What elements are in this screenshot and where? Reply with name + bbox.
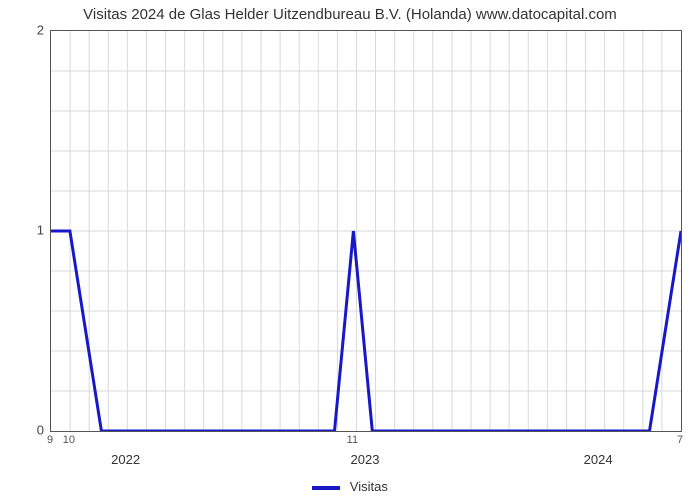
y-tick-2: 2 <box>4 23 44 38</box>
legend: Visitas <box>0 479 700 494</box>
x-year-1: 2023 <box>351 452 380 467</box>
y-tick-0: 0 <box>4 423 44 438</box>
plot-area <box>50 30 682 432</box>
x-edge-1: 10 <box>63 434 75 446</box>
x-year-2: 2024 <box>584 452 613 467</box>
legend-swatch <box>312 486 340 490</box>
series-line-visitas <box>51 231 681 431</box>
x-edge-0: 9 <box>47 434 53 446</box>
x-edge-3: 7 <box>677 434 683 446</box>
x-year-0: 2022 <box>111 452 140 467</box>
chart-title: Visitas 2024 de Glas Helder Uitzendburea… <box>0 6 700 23</box>
visitas-chart: Visitas 2024 de Glas Helder Uitzendburea… <box>0 0 700 500</box>
legend-label: Visitas <box>350 479 388 494</box>
x-edge-2: 11 <box>347 434 358 446</box>
y-tick-1: 1 <box>4 223 44 238</box>
